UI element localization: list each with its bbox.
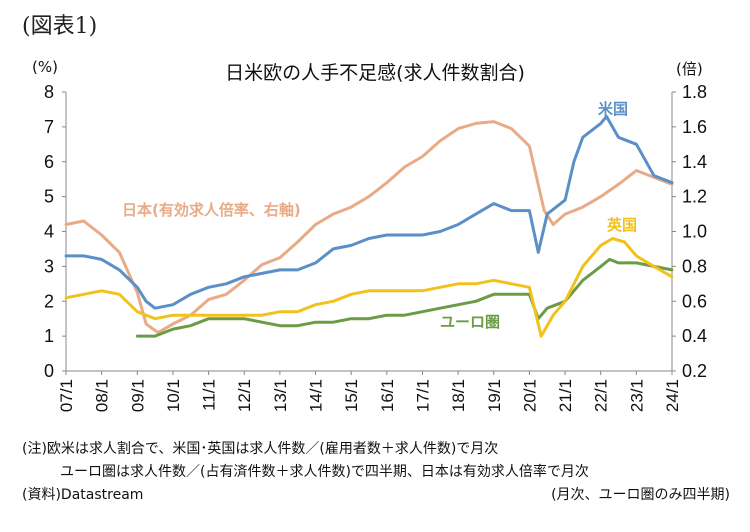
right-tick-label: 1.2 — [682, 187, 707, 207]
right-tick-label: 0.4 — [682, 326, 707, 346]
x-tick-label: 09/1 — [128, 379, 147, 412]
left-tick-label: 7 — [44, 117, 54, 137]
x-tick-label: 23/1 — [627, 379, 646, 412]
x-tick-label: 14/1 — [307, 379, 326, 412]
right-tick-label: 0.8 — [682, 256, 707, 276]
x-tick-label: 19/1 — [485, 379, 504, 412]
series-line-japan — [64, 120, 674, 335]
x-tick-label: 24/1 — [663, 379, 682, 412]
series-label-us: 米国 — [598, 100, 628, 118]
source-label: (資料)Datastream — [22, 487, 144, 503]
x-tick-label: 10/1 — [164, 379, 183, 412]
right-axis-unit: (倍) — [676, 60, 703, 78]
left-tick-label: 1 — [44, 326, 54, 346]
left-tick-label: 3 — [44, 256, 54, 276]
left-tick-label: 8 — [44, 82, 54, 102]
x-tick-label: 15/1 — [342, 379, 361, 412]
series-line-us — [64, 114, 674, 310]
x-tick-label: 13/1 — [271, 379, 290, 412]
series-label-euro: ユーロ圏 — [440, 313, 500, 331]
x-tick-label: 18/1 — [449, 379, 468, 412]
x-tick-label: 12/1 — [235, 379, 254, 412]
series-line-uk — [64, 237, 674, 338]
right-tick-label: 1.0 — [682, 222, 707, 242]
figure-label: (図表1) — [22, 14, 98, 39]
x-tick-label: 20/1 — [520, 379, 539, 412]
left-tick-label: 4 — [44, 222, 54, 242]
x-tick-label: 21/1 — [556, 379, 575, 412]
chart-title: 日米欧の人手不足感(求人件数割合) — [225, 62, 525, 84]
right-tick-label: 1.8 — [682, 82, 707, 102]
x-tick-label: 16/1 — [378, 379, 397, 412]
right-tick-label: 0.2 — [682, 361, 707, 381]
note-line-2: ユーロ圏は求人件数／(占有済件数＋求人件数)で四半期、日本は有効求人倍率で月次 — [60, 464, 589, 480]
left-axis-unit: (%) — [32, 58, 58, 76]
right-tick-label: 1.6 — [682, 117, 707, 137]
series-label-japan: 日本(有効求人倍率、右軸) — [122, 201, 301, 219]
left-tick-label: 2 — [44, 291, 54, 311]
right-tick-label: 0.6 — [682, 291, 707, 311]
x-tick-label: 22/1 — [592, 379, 611, 412]
series-line-euro — [135, 257, 674, 338]
x-tick-label: 17/1 — [413, 379, 432, 412]
left-tick-label: 6 — [44, 152, 54, 172]
left-tick-label: 0 — [44, 361, 54, 381]
x-tick-label: 11/1 — [200, 379, 219, 411]
right-tick-label: 1.4 — [682, 152, 707, 172]
left-tick-label: 5 — [44, 187, 54, 207]
x-tick-label: 07/1 — [57, 379, 76, 412]
notes-block: (注)欧米は求人割合で、米国･英国は求人件数／(雇用者数＋求人件数)で月次 ユー… — [22, 438, 742, 507]
note-line-3: (資料)Datastream (月次、ユーロ圏のみ四半期) — [22, 484, 742, 507]
x-tick-label: 08/1 — [93, 379, 112, 412]
series-label-uk: 英国 — [607, 216, 637, 234]
frequency-label: (月次、ユーロ圏のみ四半期) — [551, 487, 730, 503]
note-line-1: (注)欧米は求人割合で、米国･英国は求人件数／(雇用者数＋求人件数)で月次 — [22, 441, 499, 457]
